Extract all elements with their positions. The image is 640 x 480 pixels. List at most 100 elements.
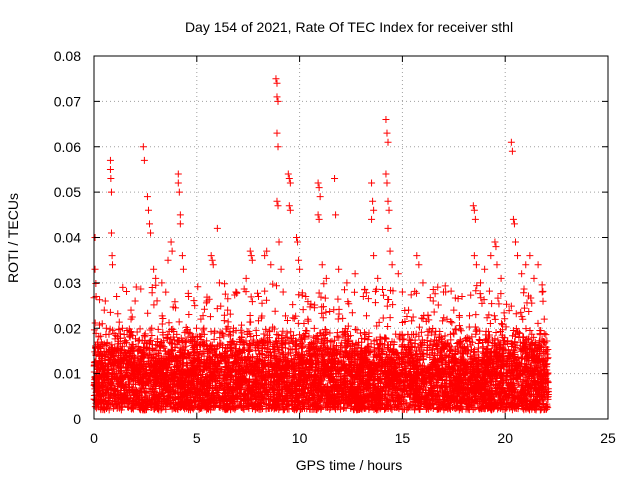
data-point [214, 342, 222, 350]
data-point [287, 328, 295, 336]
data-point [505, 307, 513, 315]
data-point [507, 302, 515, 310]
data-point [262, 325, 270, 333]
data-point [398, 342, 406, 350]
data-point [206, 313, 214, 321]
data-point [319, 314, 327, 322]
data-point [194, 283, 202, 291]
data-point [269, 280, 277, 288]
data-point [148, 289, 156, 297]
data-point [124, 403, 132, 411]
data-point [409, 313, 417, 321]
data-point [318, 303, 326, 311]
data-point [258, 350, 266, 358]
data-point [207, 328, 215, 336]
data-point [417, 328, 425, 336]
data-point [106, 393, 114, 401]
data-point [237, 326, 245, 334]
data-point [520, 304, 528, 312]
data-point [172, 304, 180, 312]
data-point [193, 324, 201, 332]
data-point [492, 328, 500, 336]
data-point [362, 312, 370, 320]
data-point [360, 329, 368, 337]
data-point [415, 347, 423, 355]
data-point [97, 332, 105, 340]
data-point [260, 330, 268, 338]
data-point [539, 287, 547, 295]
data-point [525, 308, 533, 316]
data-point [425, 316, 433, 324]
data-point [405, 402, 413, 410]
data-point [321, 294, 329, 302]
data-point [289, 301, 297, 309]
data-point [242, 337, 250, 345]
data-point [408, 317, 416, 325]
data-point [442, 352, 450, 360]
data-point [490, 312, 498, 320]
data-point [431, 331, 439, 339]
data-point [310, 324, 318, 332]
data-point [373, 322, 381, 330]
data-point [480, 296, 488, 304]
data-point [372, 336, 380, 344]
data-point [497, 320, 505, 328]
data-point [362, 289, 370, 297]
data-point [371, 299, 379, 307]
data-point [455, 322, 463, 330]
data-point [479, 339, 487, 347]
data-point [485, 287, 493, 295]
data-point [114, 310, 122, 318]
data-point [512, 310, 520, 318]
data-point [263, 296, 271, 304]
data-point [265, 334, 273, 342]
data-point [351, 325, 359, 333]
data-point [538, 281, 546, 289]
data-point [536, 327, 544, 335]
data-point [396, 385, 404, 393]
data-point [112, 331, 120, 339]
data-point [326, 329, 334, 337]
data-point [279, 327, 287, 335]
data-point [486, 320, 494, 328]
data-point [246, 330, 254, 338]
data-point [455, 313, 463, 321]
data-point [440, 314, 448, 322]
data-point [91, 319, 99, 327]
data-point [103, 338, 111, 346]
data-point [210, 329, 218, 337]
data-point [343, 342, 351, 350]
data-point [532, 340, 540, 348]
data-point [137, 285, 145, 293]
data-point [376, 333, 384, 341]
data-point [234, 388, 242, 396]
data-point [380, 291, 388, 299]
data-point [431, 290, 439, 298]
data-point [415, 323, 423, 331]
data-point [499, 405, 507, 413]
data-point [204, 380, 212, 388]
data-point [424, 341, 432, 349]
data-point [372, 285, 380, 293]
data-point [226, 332, 234, 340]
data-point [159, 328, 167, 336]
data-point [274, 331, 282, 339]
data-point [364, 295, 372, 303]
data-point [125, 332, 133, 340]
data-point [384, 322, 392, 330]
data-point [539, 362, 547, 370]
data-point [497, 290, 505, 298]
data-point [115, 318, 123, 326]
data-point [315, 289, 323, 297]
data-point [444, 340, 452, 348]
data-point [299, 306, 307, 314]
data-point [171, 298, 179, 306]
data-point [226, 310, 234, 318]
data-point [339, 314, 347, 322]
data-point [242, 288, 250, 296]
data-point [318, 309, 326, 317]
data-point [356, 329, 364, 337]
data-point [471, 323, 479, 331]
data-point [340, 404, 348, 412]
data-point [303, 327, 311, 335]
